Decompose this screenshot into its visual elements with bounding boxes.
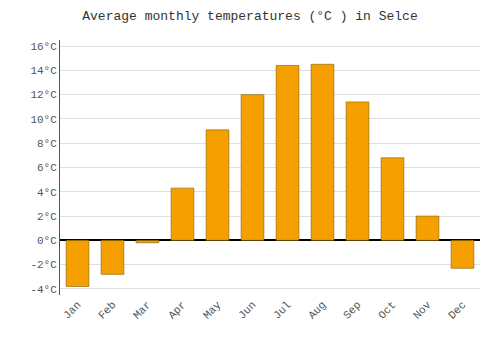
svg-text:Mar: Mar	[131, 299, 153, 321]
svg-text:12°C: 12°C	[30, 89, 57, 101]
svg-text:Jul: Jul	[271, 299, 293, 321]
svg-text:Apr: Apr	[166, 299, 188, 321]
svg-text:8°C: 8°C	[37, 138, 57, 150]
svg-text:Sep: Sep	[341, 299, 363, 321]
svg-text:Average monthly temperatures (: Average monthly temperatures (°C ) in Se…	[82, 9, 417, 24]
svg-text:16°C: 16°C	[30, 41, 57, 53]
svg-text:May: May	[201, 299, 224, 322]
svg-text:Jun: Jun	[236, 299, 258, 321]
svg-text:Dec: Dec	[446, 299, 468, 321]
svg-text:6°C: 6°C	[37, 162, 57, 174]
svg-text:Jan: Jan	[61, 299, 83, 321]
svg-text:2°C: 2°C	[37, 211, 57, 223]
svg-text:Feb: Feb	[96, 299, 118, 321]
svg-text:0°C: 0°C	[37, 235, 57, 247]
svg-text:14°C: 14°C	[30, 65, 57, 77]
svg-text:10°C: 10°C	[30, 114, 57, 126]
svg-text:4°C: 4°C	[37, 187, 57, 199]
svg-text:-4°C: -4°C	[30, 284, 57, 296]
svg-text:Aug: Aug	[306, 299, 328, 321]
svg-text:Nov: Nov	[411, 299, 434, 322]
svg-text:Oct: Oct	[376, 299, 398, 321]
svg-text:-2°C: -2°C	[30, 259, 57, 271]
